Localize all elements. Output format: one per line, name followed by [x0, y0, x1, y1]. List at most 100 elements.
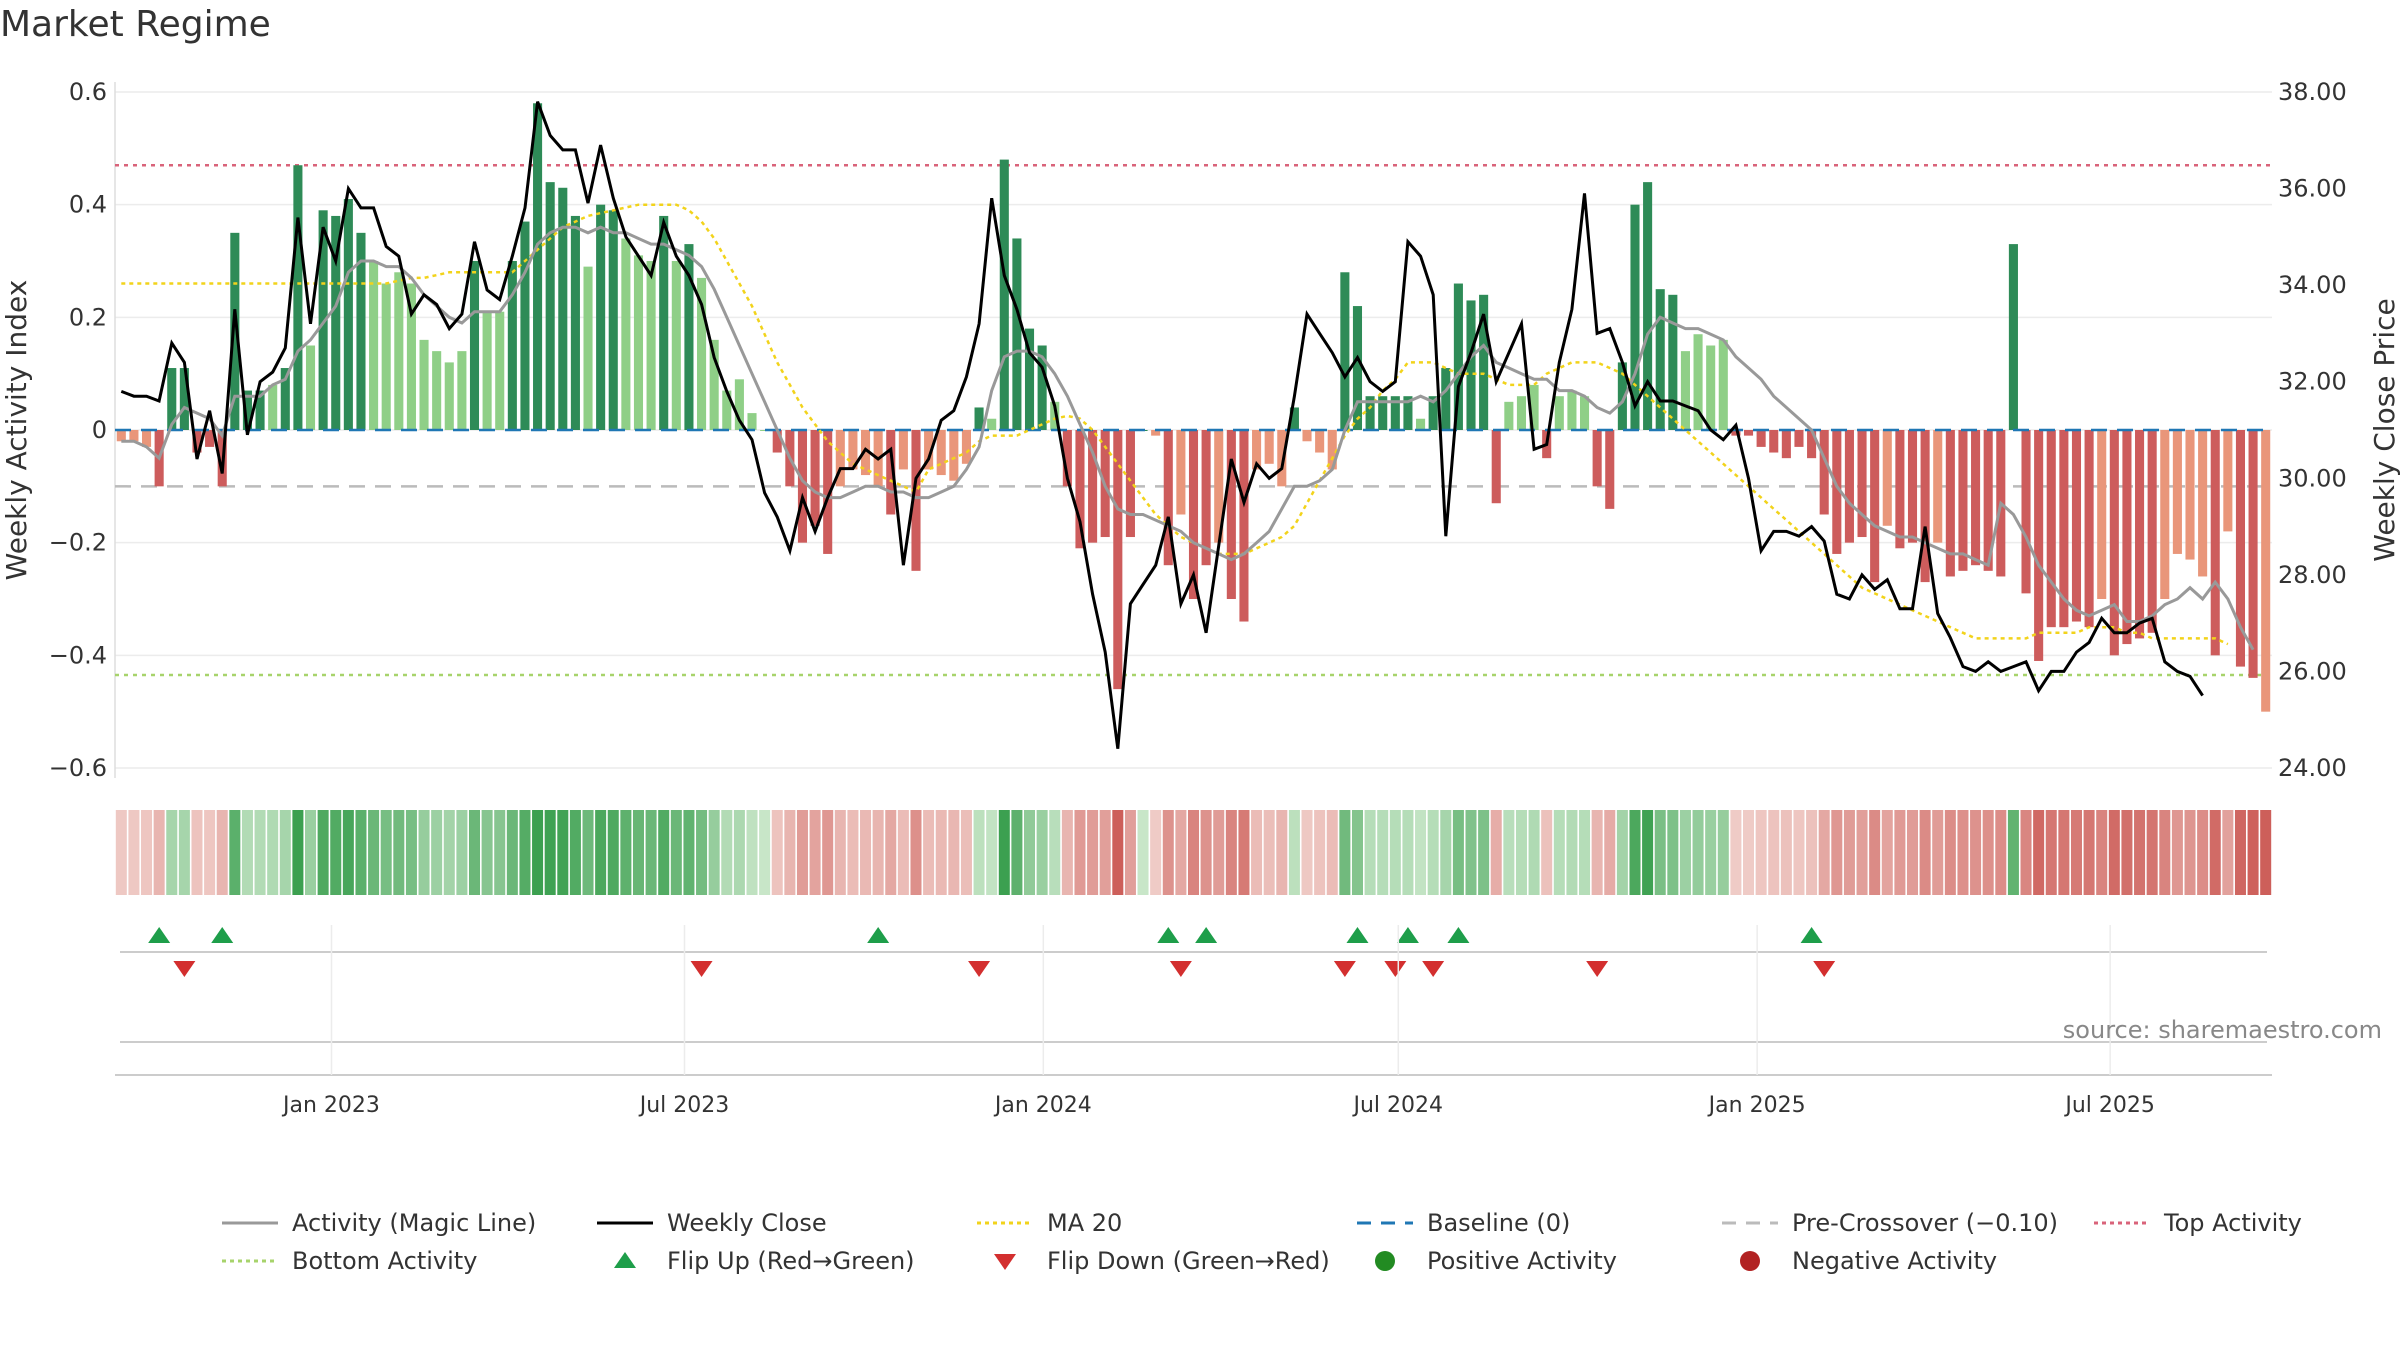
regime-cell — [658, 810, 670, 895]
regime-cell — [759, 810, 771, 895]
regime-cell — [254, 810, 266, 895]
x-tick-label: Jul 2025 — [2063, 1093, 2155, 1118]
legend-swatch — [2094, 1221, 2150, 1225]
activity-bar — [722, 390, 732, 430]
regime-cell — [645, 810, 657, 895]
regime-cell — [1755, 810, 1767, 895]
legend-mark — [1740, 1251, 1760, 1271]
activity-bar — [1050, 401, 1060, 430]
regime-cell — [330, 810, 342, 895]
legend-swatch — [222, 1221, 278, 1225]
y2-tick-label: 38.00 — [2278, 78, 2347, 106]
regime-cell — [569, 810, 581, 895]
regime-cell — [872, 810, 884, 895]
activity-bar — [860, 430, 871, 476]
regime-cell — [1124, 810, 1136, 895]
regime-cell — [1238, 810, 1250, 895]
legend-label: Top Activity — [2164, 1209, 2302, 1237]
regime-cell — [2007, 810, 2019, 895]
flip-down-marker — [1586, 961, 1609, 977]
regime-cell — [1351, 810, 1363, 895]
regime-cell — [557, 810, 569, 895]
regime-cell — [2121, 810, 2133, 895]
y-tick-label: 0 — [92, 416, 107, 444]
legend-swatch — [614, 1252, 636, 1268]
flip-down-marker — [1333, 961, 1356, 977]
regime-cell — [923, 810, 935, 895]
regime-cell — [1263, 810, 1275, 895]
activity-bar — [520, 221, 530, 430]
activity-bar — [1264, 430, 1274, 464]
regime-cell — [1049, 810, 1061, 895]
source-note: source: sharemaestro.com — [2062, 1016, 2382, 1044]
regime-cell — [1717, 810, 1729, 895]
legend-swatch — [1357, 1221, 1413, 1225]
activity-bar — [835, 430, 845, 487]
y-tick-label: 0.4 — [69, 191, 107, 219]
regime-cell — [696, 810, 708, 895]
regime-cell — [178, 810, 190, 895]
activity-bar — [659, 215, 669, 430]
activity-bar — [1857, 430, 1867, 538]
activity-bar — [1239, 430, 1249, 622]
regime-cell — [1944, 810, 1956, 895]
regime-cell — [2058, 810, 2070, 895]
legend-item: Weekly Close — [595, 1208, 827, 1238]
activity-bar — [886, 430, 896, 515]
activity-bar — [1125, 430, 1135, 538]
activity-bar — [1882, 430, 1892, 526]
regime-cell — [847, 810, 859, 895]
flip-down-marker — [1813, 961, 1836, 977]
regime-cell — [2171, 810, 2183, 895]
activity-bar — [1340, 272, 1350, 430]
activity-bar — [1718, 339, 1728, 430]
activity-bar — [936, 430, 946, 476]
regime-cell — [1906, 810, 1919, 895]
activity-bar — [2185, 430, 2195, 560]
activity-bar — [1529, 384, 1539, 430]
legend-swatch — [222, 1259, 278, 1263]
activity-bar — [2210, 430, 2220, 656]
regime-cell — [2070, 810, 2082, 895]
regime-cell — [2134, 810, 2146, 895]
activity-bar — [797, 430, 808, 543]
regime-cell — [1099, 810, 1111, 895]
regime-cell — [431, 810, 443, 895]
regime-cell — [1692, 810, 1704, 895]
activity-bar — [255, 390, 265, 430]
activity-bar — [1441, 368, 1451, 430]
activity-bar — [2223, 430, 2233, 532]
activity-bar — [911, 430, 921, 571]
regime-cell — [1490, 810, 1502, 895]
activity-bar — [1794, 430, 1804, 447]
activity-bar — [633, 255, 644, 430]
regime-cell — [986, 810, 998, 895]
activity-bar — [2147, 430, 2157, 633]
regime-cell — [1705, 810, 1717, 895]
regime-cell — [1970, 810, 1982, 895]
regime-cell — [733, 810, 745, 895]
activity-bar — [570, 215, 580, 430]
activity-bar — [116, 430, 126, 442]
regime-cell — [532, 810, 544, 895]
regime-cell — [1162, 810, 1174, 895]
regime-cell — [607, 810, 619, 895]
activity-bar — [1945, 430, 1955, 577]
regime-cell — [2096, 810, 2108, 895]
regime-cell — [948, 810, 960, 895]
regime-cell — [305, 810, 317, 895]
legend-label: Negative Activity — [1792, 1247, 1998, 1275]
regime-cell — [1301, 810, 1313, 895]
regime-cell — [771, 810, 783, 895]
legend-swatch — [1740, 1251, 1760, 1271]
regime-cell — [897, 810, 909, 895]
activity-bar — [1390, 396, 1400, 430]
x-tick-label: Jan 2025 — [1707, 1093, 1806, 1118]
activity-bar — [1315, 430, 1325, 453]
regime-cell — [595, 810, 607, 895]
regime-cell — [1074, 810, 1086, 895]
regime-cell — [216, 810, 228, 895]
flip-up-marker — [1157, 927, 1180, 943]
regime-cell — [2197, 810, 2209, 895]
